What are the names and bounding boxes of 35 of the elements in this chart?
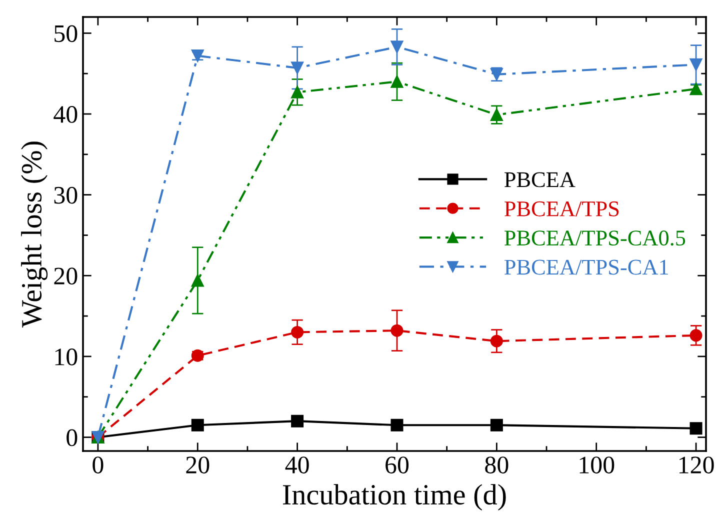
- y-tick-label: 40: [54, 106, 78, 123]
- y-tick-label: 0: [66, 429, 78, 446]
- y-tick-label: 30: [54, 186, 78, 204]
- x-tick-label: 120: [679, 456, 714, 474]
- legend-label: PBCEA/TPS-CA1: [504, 260, 668, 275]
- point: [390, 324, 404, 337]
- point: [490, 418, 503, 432]
- point: [291, 86, 304, 98]
- point: [490, 108, 503, 122]
- x-tick-label: 40: [285, 456, 309, 474]
- point: [690, 58, 702, 71]
- legend-label: PBCEA/TPS-CA0.5: [504, 230, 686, 246]
- point: [690, 329, 702, 342]
- point: [191, 418, 204, 432]
- legend-label: PBCEA/TPS: [504, 201, 619, 216]
- point: [690, 422, 702, 435]
- y-tick-label: 20: [54, 268, 78, 285]
- point: [191, 274, 204, 287]
- point: [490, 334, 503, 348]
- x-tick-label: 20: [186, 456, 210, 474]
- x-tick-label: 60: [386, 456, 409, 474]
- x-axis-title: Incubation time (d): [282, 484, 506, 511]
- x-tick-label: 80: [485, 456, 508, 474]
- point: [291, 62, 304, 74]
- x-tick-label: 100: [580, 456, 614, 474]
- legend-label: PBCEA: [504, 172, 576, 188]
- point: [390, 40, 404, 54]
- point: [390, 418, 404, 432]
- x-tick-label: 0: [92, 456, 104, 474]
- point: [390, 75, 404, 88]
- y-tick-label: 50: [54, 25, 78, 42]
- y-axis-title: Weight loss (%): [21, 142, 48, 328]
- point: [291, 414, 304, 428]
- y-tick-label: 10: [55, 348, 78, 366]
- point: [291, 326, 304, 338]
